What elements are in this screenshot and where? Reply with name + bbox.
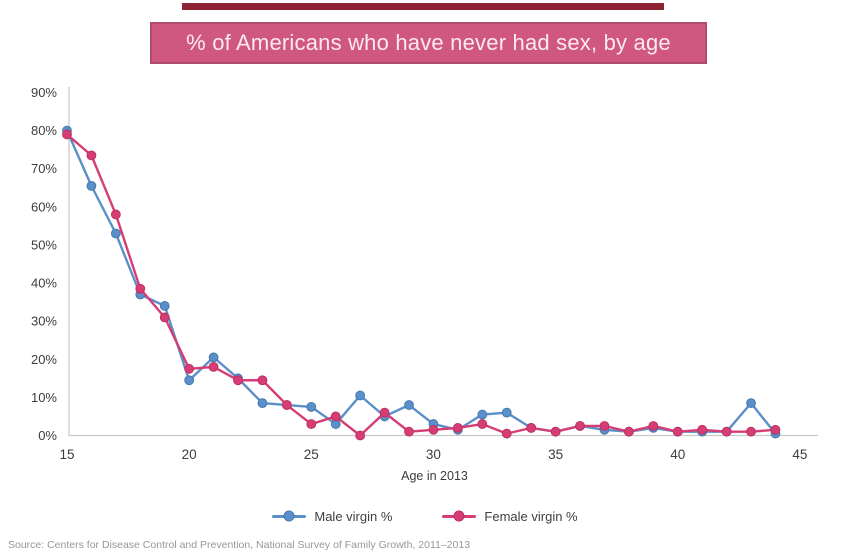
- svg-text:35: 35: [548, 447, 563, 462]
- legend-item-female: Female virgin %: [442, 508, 578, 524]
- svg-text:20: 20: [182, 447, 197, 462]
- x-axis-label: Age in 2013: [401, 469, 468, 483]
- svg-text:0%: 0%: [38, 428, 57, 443]
- legend-label-male: Male virgin %: [314, 508, 393, 524]
- male-series-marker-icon: [272, 510, 307, 523]
- svg-text:60%: 60%: [31, 199, 57, 214]
- legend-label-female: Female virgin %: [484, 508, 578, 524]
- top-accent-bar: [182, 3, 664, 10]
- svg-text:90%: 90%: [31, 85, 57, 100]
- female-legend-dot: [453, 510, 465, 522]
- svg-text:20%: 20%: [31, 352, 57, 367]
- svg-text:40%: 40%: [31, 276, 57, 291]
- svg-text:70%: 70%: [31, 161, 57, 176]
- svg-text:15: 15: [59, 447, 74, 462]
- chart-title: % of Americans who have never had sex, b…: [186, 30, 671, 55]
- source-attribution: Source: Centers for Disease Control and …: [8, 539, 471, 551]
- svg-text:30: 30: [426, 447, 441, 462]
- legend-item-male: Male virgin %: [272, 509, 392, 524]
- svg-text:40: 40: [670, 447, 685, 462]
- svg-text:80%: 80%: [31, 123, 57, 138]
- male-legend-dot: [283, 510, 295, 522]
- chart-legend: Male virgin % Female virgin %: [0, 504, 850, 528]
- svg-text:10%: 10%: [31, 390, 57, 405]
- chart-title-banner: % of Americans who have never had sex, b…: [150, 22, 707, 64]
- svg-text:25: 25: [304, 447, 319, 462]
- svg-text:50%: 50%: [31, 237, 57, 252]
- female-series-marker-icon: [442, 510, 477, 523]
- svg-text:45: 45: [792, 447, 807, 462]
- svg-text:30%: 30%: [31, 314, 57, 329]
